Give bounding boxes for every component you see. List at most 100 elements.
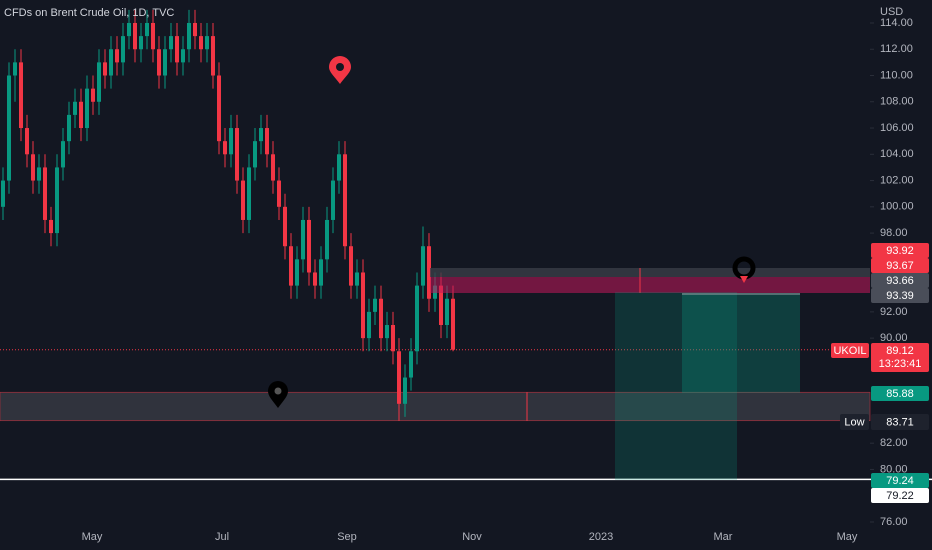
candle-body	[451, 298, 455, 350]
candle-body	[307, 219, 311, 273]
candle-body	[379, 298, 383, 339]
y-tick-label: 82.00	[880, 437, 908, 449]
price-badge-bg	[871, 288, 929, 303]
candle-body	[337, 154, 341, 181]
circle-pin	[732, 256, 756, 283]
candle-body	[211, 36, 215, 76]
x-tick-label: 2023	[589, 531, 613, 543]
candle-body	[157, 49, 161, 76]
candle-body	[13, 62, 17, 76]
candle-body	[187, 22, 191, 50]
candle-body	[181, 49, 185, 63]
candle-body	[439, 285, 443, 326]
black-pin	[268, 381, 288, 408]
candle-body	[1, 180, 5, 207]
stop-badge-bg	[871, 473, 929, 488]
candle-body	[31, 154, 35, 181]
price-badge-bg	[871, 273, 929, 288]
currency: USD	[880, 6, 903, 18]
y-tick-label: 112.00	[880, 43, 913, 55]
low-label-bg	[840, 414, 869, 430]
y-tick-label: 92.00	[880, 306, 908, 318]
stop-alt-badge: 79.22	[886, 490, 914, 502]
y-tick-label: 98.00	[880, 227, 908, 239]
candle-body	[385, 325, 389, 339]
candle-body	[409, 351, 413, 378]
resistance-zone	[430, 277, 870, 293]
y-tick-label: 102.00	[880, 174, 914, 186]
x-tick-label: Mar	[714, 531, 733, 543]
candle-body	[247, 167, 251, 220]
candle-body	[61, 141, 65, 168]
candle-body	[133, 22, 137, 50]
candle-body	[25, 128, 29, 155]
candle-body	[289, 246, 293, 286]
candle-body	[109, 49, 113, 76]
target-badge-bg	[871, 386, 929, 401]
candle-body	[259, 128, 263, 142]
candle-body	[217, 75, 221, 142]
candle-body	[73, 101, 77, 115]
x-tick-label: Sep	[337, 531, 357, 543]
candle-body	[169, 36, 173, 50]
price-badge: 93.66	[886, 275, 914, 287]
last-price-bg	[871, 343, 929, 372]
last-price: 89.12	[886, 345, 914, 357]
candle-body	[115, 49, 119, 63]
stop-alt-badge-bg	[871, 488, 929, 503]
candle-body	[235, 128, 239, 181]
candle-body	[7, 75, 11, 181]
candle-body	[325, 219, 329, 260]
x-tick-label: May	[82, 531, 103, 543]
candle-body	[355, 272, 359, 286]
candle-body	[367, 311, 371, 339]
candle-body	[205, 36, 209, 50]
candle-body	[19, 62, 23, 129]
candle-body	[151, 22, 155, 50]
candle-body	[223, 141, 227, 155]
low-badge: 83.71	[886, 416, 914, 428]
candle-body	[319, 259, 323, 286]
candle-body	[145, 22, 149, 37]
y-tick-label: 106.00	[880, 122, 914, 134]
candle-body	[313, 272, 317, 286]
y-tick-label: 114.00	[880, 17, 913, 29]
candle-body	[97, 62, 101, 102]
y-tick-label: 104.00	[880, 148, 914, 160]
candle-body	[103, 62, 107, 76]
red-pin	[329, 56, 351, 84]
support-zone	[0, 391, 871, 422]
price-badge-bg	[871, 243, 929, 258]
candle-body	[241, 180, 245, 220]
candle-body	[295, 259, 299, 286]
candle-body	[277, 180, 281, 207]
candle-body	[421, 246, 425, 286]
candle-body	[79, 101, 83, 129]
candle-body	[271, 154, 275, 181]
y-tick-label: 110.00	[880, 69, 913, 81]
candle-body	[397, 351, 401, 404]
candle-body	[37, 167, 41, 181]
countdown: 13:23:41	[879, 358, 922, 370]
candle-body	[127, 22, 131, 37]
stop-badge: 79.24	[886, 475, 914, 487]
candle-body	[229, 128, 233, 155]
symbol-badge-bg	[831, 343, 869, 358]
position-box	[615, 292, 737, 480]
candle-body	[199, 36, 203, 50]
y-tick-label: 100.00	[880, 201, 914, 213]
y-tick-label: 76.00	[880, 516, 908, 528]
candle-body	[175, 36, 179, 63]
price-badge: 93.39	[886, 290, 914, 302]
candle-body	[193, 22, 197, 37]
candle-body	[445, 298, 449, 326]
candle-body	[361, 272, 365, 339]
candle-body	[121, 36, 125, 63]
x-tick-label: May	[837, 531, 858, 543]
candle-body	[85, 88, 89, 129]
low-badge-bg	[871, 414, 929, 430]
chart-title: CFDs on Brent Crude Oil, 1D, TVC	[4, 7, 174, 19]
candle-body	[139, 36, 143, 50]
candle-body	[265, 128, 269, 155]
candle-body	[253, 141, 257, 168]
